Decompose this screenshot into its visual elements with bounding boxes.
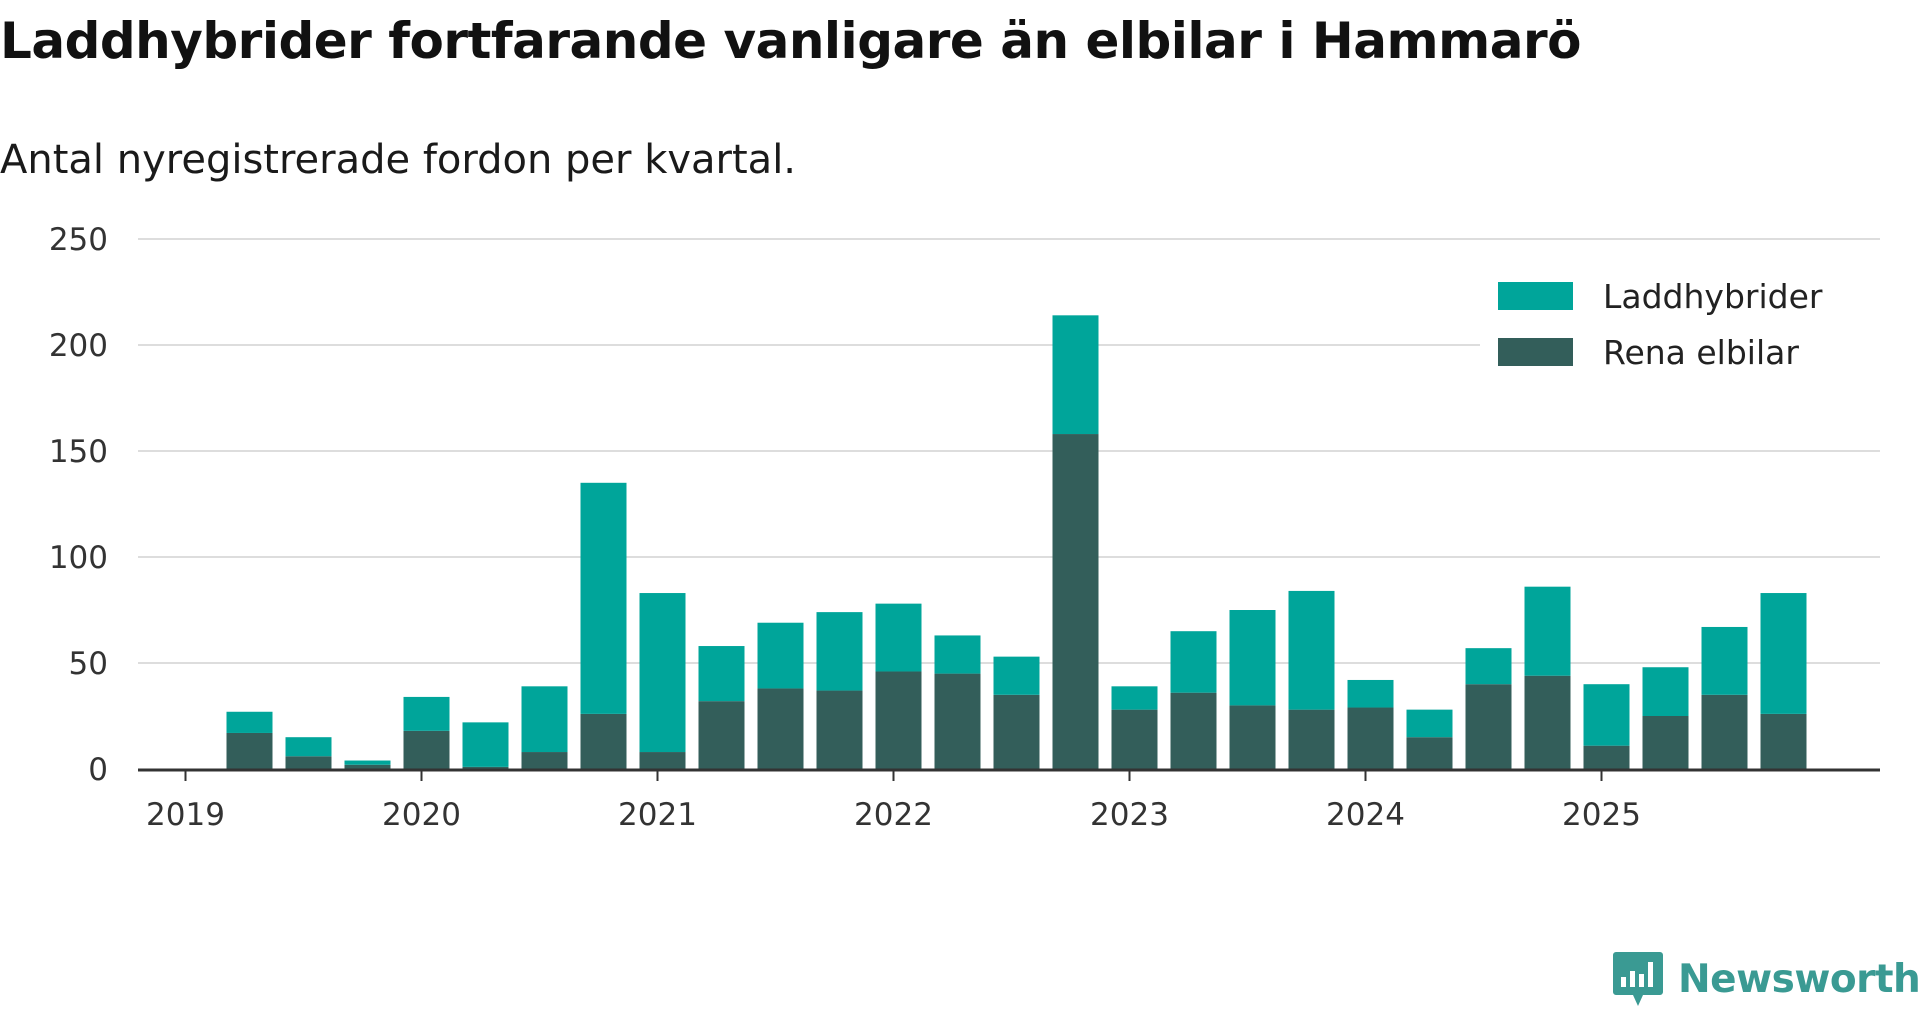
brand-name: Newsworthy xyxy=(1678,956,1920,1002)
bar-rena-elbilar xyxy=(344,764,391,769)
bar-laddhybrider xyxy=(1760,593,1807,714)
bar-laddhybrider xyxy=(580,482,627,714)
bar-laddhybrider xyxy=(1111,686,1158,710)
bar-laddhybrider xyxy=(1288,590,1335,710)
bar-laddhybrider xyxy=(1229,610,1276,706)
y-tick-label: 100 xyxy=(49,540,108,576)
x-axis-ticks: 2019 2020 2021 2022 2023 2024 2025 xyxy=(146,769,1641,833)
bar-laddhybrider xyxy=(1642,667,1689,716)
x-tick-label: 2025 xyxy=(1562,797,1641,833)
bar-laddhybrider xyxy=(462,722,509,767)
bar-rena-elbilar xyxy=(403,730,450,769)
bar-laddhybrider xyxy=(403,696,450,731)
bar-laddhybrider xyxy=(344,760,391,765)
bar-rena-elbilar xyxy=(1229,705,1276,769)
x-tick-label: 2022 xyxy=(854,797,933,833)
x-tick-label: 2023 xyxy=(1090,797,1169,833)
bar-rena-elbilar xyxy=(875,671,922,769)
brand: Newsworthy xyxy=(1612,948,1920,1010)
bar-rena-elbilar xyxy=(1052,434,1099,769)
bar-rena-elbilar xyxy=(1524,675,1571,769)
x-tick-label: 2024 xyxy=(1326,797,1405,833)
bar-rena-elbilar xyxy=(226,732,273,769)
bar-laddhybrider xyxy=(1465,648,1512,685)
bar-laddhybrider xyxy=(521,686,568,753)
bar-rena-elbilar xyxy=(639,752,686,769)
y-axis-ticks: 0 50 100 150 200 250 xyxy=(49,222,108,788)
bar-rena-elbilar xyxy=(1583,745,1630,769)
bars xyxy=(226,315,1807,769)
y-tick-label: 200 xyxy=(49,328,108,364)
bar-rena-elbilar xyxy=(698,701,745,769)
bar-laddhybrider xyxy=(993,656,1040,695)
x-tick-label: 2020 xyxy=(382,797,461,833)
bar-laddhybrider xyxy=(1524,586,1571,676)
chart-subtitle: Antal nyregistrerade fordon per kvartal. xyxy=(0,137,797,183)
bar-laddhybrider xyxy=(1170,631,1217,693)
bar-rena-elbilar xyxy=(1111,709,1158,769)
bar-rena-elbilar xyxy=(1170,692,1217,769)
bar-rena-elbilar xyxy=(816,690,863,769)
bar-laddhybrider xyxy=(934,635,981,674)
bar-laddhybrider xyxy=(1701,626,1748,695)
bar-rena-elbilar xyxy=(1701,694,1748,769)
bar-laddhybrider xyxy=(639,593,686,753)
bar-rena-elbilar xyxy=(1347,707,1394,769)
newsworthy-chart-logo-icon xyxy=(1613,952,1663,1006)
bar-rena-elbilar xyxy=(1288,709,1335,769)
bar-rena-elbilar xyxy=(521,752,568,769)
bar-laddhybrider xyxy=(816,612,863,691)
bar-laddhybrider xyxy=(1583,684,1630,746)
bar-laddhybrider xyxy=(875,603,922,672)
legend-label: Laddhybrider xyxy=(1603,277,1823,316)
x-tick-label: 2021 xyxy=(618,797,697,833)
y-tick-label: 250 xyxy=(49,222,108,258)
bar-rena-elbilar xyxy=(993,694,1040,769)
legend-label: Rena elbilar xyxy=(1603,333,1799,372)
bar-rena-elbilar xyxy=(285,756,332,769)
legend: Laddhybrider Rena elbilar xyxy=(1480,262,1880,374)
y-tick-label: 150 xyxy=(49,434,108,470)
bar-laddhybrider xyxy=(698,646,745,702)
bar-rena-elbilar xyxy=(1642,716,1689,769)
bar-laddhybrider xyxy=(226,711,273,733)
bar-rena-elbilar xyxy=(1465,684,1512,769)
bar-laddhybrider xyxy=(1347,679,1394,708)
legend-swatch xyxy=(1498,338,1573,366)
bar-rena-elbilar xyxy=(934,673,981,769)
bar-rena-elbilar xyxy=(757,688,804,769)
y-tick-label: 0 xyxy=(88,752,108,788)
bar-rena-elbilar xyxy=(580,713,627,769)
chart-title: Laddhybrider fortfarande vanligare än el… xyxy=(0,12,1581,70)
y-tick-label: 50 xyxy=(69,646,108,682)
bar-laddhybrider xyxy=(285,737,332,757)
bar-rena-elbilar xyxy=(1760,713,1807,769)
bar-laddhybrider xyxy=(757,622,804,689)
bar-rena-elbilar xyxy=(1406,737,1453,769)
bar-rena-elbilar xyxy=(462,766,509,769)
bar-laddhybrider xyxy=(1052,315,1099,435)
bar-laddhybrider xyxy=(1406,709,1453,738)
x-tick-label: 2019 xyxy=(146,797,225,833)
legend-swatch xyxy=(1498,282,1573,310)
